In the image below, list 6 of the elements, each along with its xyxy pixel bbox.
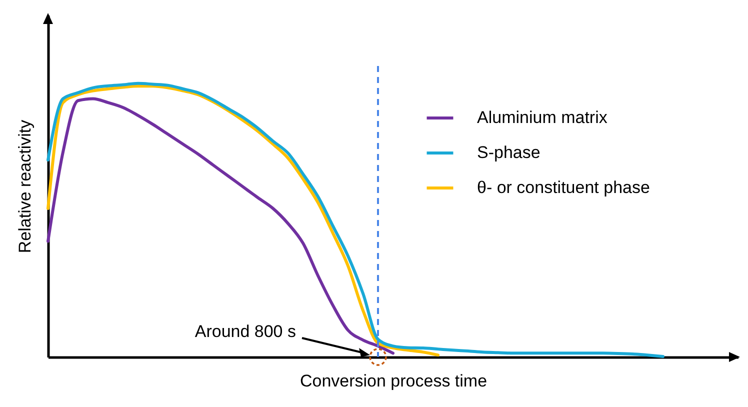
annotation: Around 800 s — [194, 322, 296, 341]
x-axis-title: Conversion process time — [300, 372, 488, 390]
y-axis-title: Relative reactivity — [16, 119, 34, 254]
legend-label: S-phase — [477, 143, 540, 162]
legend-label: θ- or constituent phase — [477, 178, 650, 197]
legend-label: Aluminium matrix — [477, 108, 608, 127]
